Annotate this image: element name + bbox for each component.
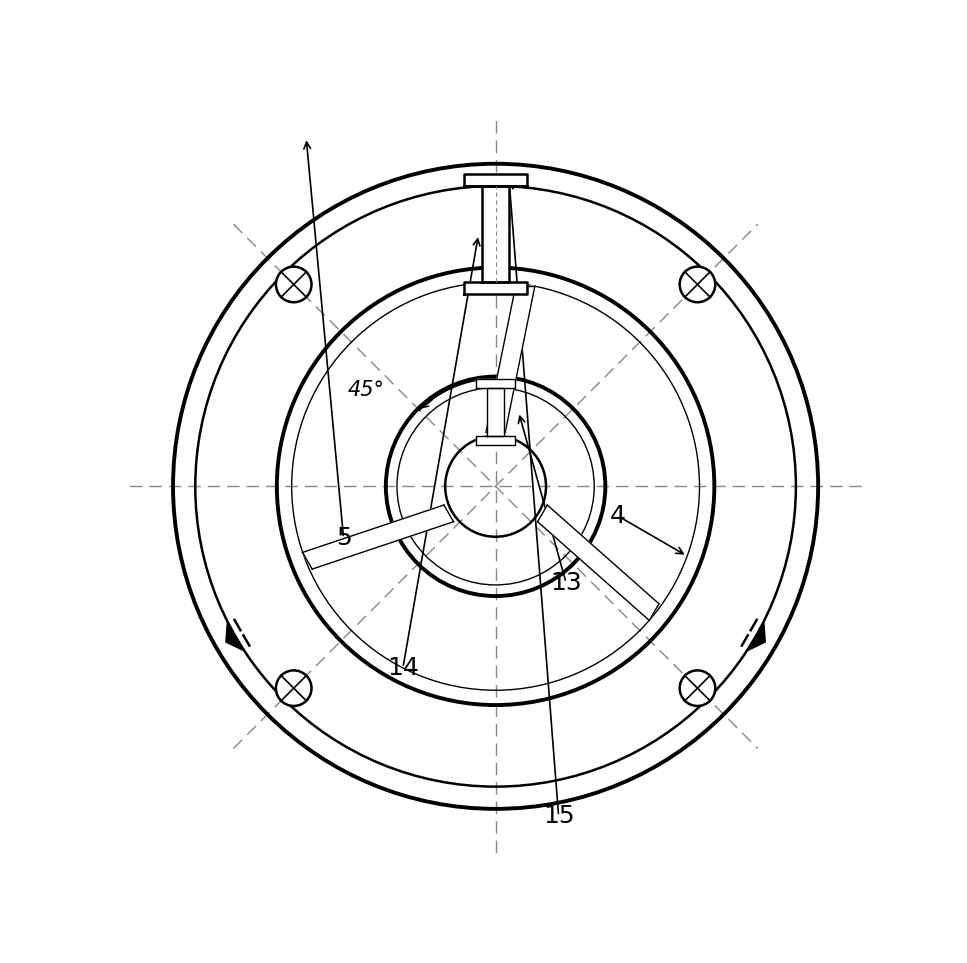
Polygon shape <box>477 436 514 445</box>
Polygon shape <box>464 174 527 186</box>
Polygon shape <box>464 282 527 295</box>
Circle shape <box>276 670 311 706</box>
Polygon shape <box>747 622 765 651</box>
Text: 14: 14 <box>387 656 419 680</box>
Polygon shape <box>483 186 509 282</box>
Polygon shape <box>486 286 535 432</box>
Text: 4: 4 <box>610 504 626 528</box>
Polygon shape <box>487 388 504 436</box>
Polygon shape <box>477 378 514 388</box>
Circle shape <box>680 267 716 302</box>
Circle shape <box>276 267 311 302</box>
Polygon shape <box>303 505 454 569</box>
Circle shape <box>680 670 716 706</box>
Text: 15: 15 <box>542 804 574 828</box>
Polygon shape <box>226 622 244 651</box>
Text: 5: 5 <box>336 526 351 550</box>
Text: 13: 13 <box>550 571 582 595</box>
Polygon shape <box>538 505 659 620</box>
Text: 45°: 45° <box>347 380 384 400</box>
